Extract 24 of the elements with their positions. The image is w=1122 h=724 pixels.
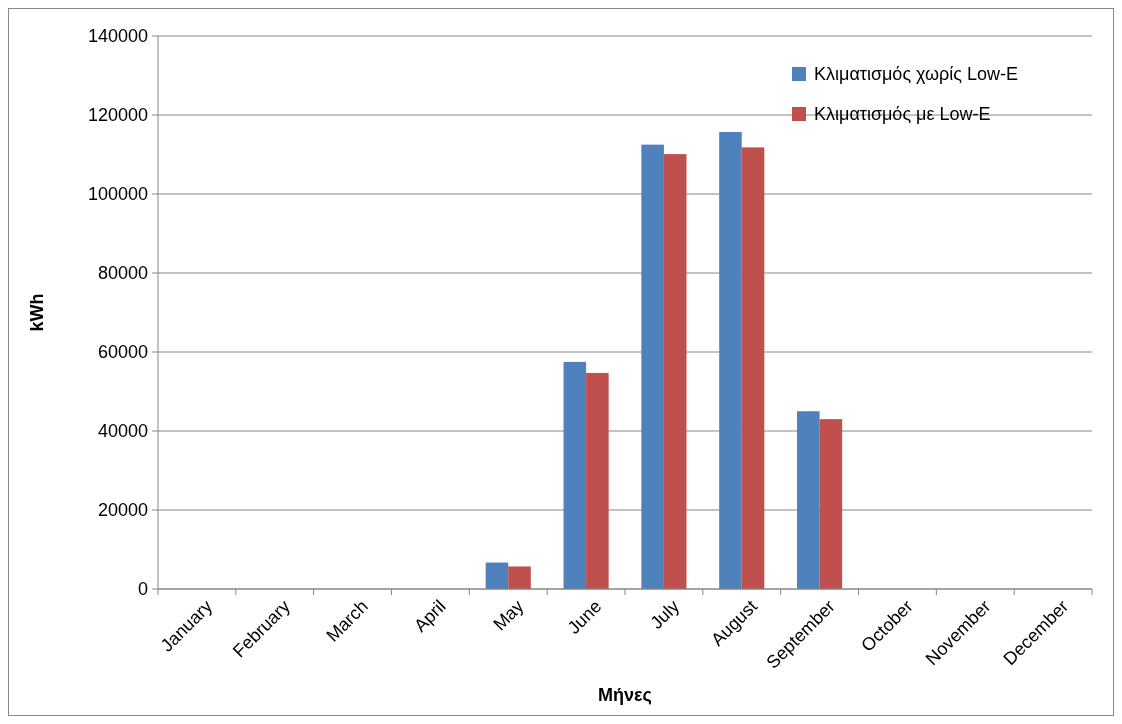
- bar: [797, 411, 820, 589]
- bar: [563, 361, 587, 589]
- legend-label: Κλιματισμός χωρίς Low-E: [814, 64, 1019, 85]
- bar: [663, 154, 687, 589]
- y-tick-label: 40000: [97, 421, 148, 442]
- bar: [508, 566, 531, 589]
- bar: [586, 372, 609, 589]
- y-axis-title: kWh: [27, 293, 47, 332]
- y-tick-label: 0: [137, 579, 148, 600]
- x-tick-label: July: [646, 596, 684, 633]
- x-axis-title: Μήνες: [598, 685, 652, 705]
- x-tick-label: May: [489, 596, 528, 635]
- y-tick-label: 20000: [97, 500, 148, 521]
- y-tick-label: 60000: [97, 342, 148, 363]
- bar: [741, 147, 765, 589]
- bar: [485, 562, 509, 589]
- bar: [719, 131, 742, 589]
- y-tick-label: 100000: [87, 184, 148, 205]
- legend-label: Κλιματισμός με Low-E: [814, 104, 991, 125]
- bar: [641, 144, 664, 589]
- y-tick-label: 120000: [87, 105, 148, 126]
- y-tick-label: 80000: [97, 263, 148, 284]
- bar: [819, 419, 843, 589]
- y-tick-label: 140000: [87, 26, 148, 47]
